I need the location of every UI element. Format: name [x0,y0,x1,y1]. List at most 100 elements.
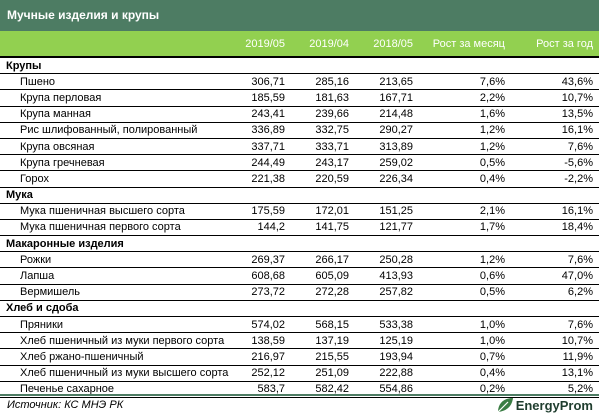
value-cell: 251,09 [291,365,355,382]
table-row: Хлеб ржано-пшеничный 216,97 215,55 193,94 0,… [0,348,599,366]
value-cell: 18,4% [511,219,599,237]
product-name-cell: Лапша [0,267,233,285]
group-row: Макаронные изделия [0,235,599,253]
value-cell: 554,86 [355,381,419,398]
data-table: 2019/05 2019/04 2018/05 Рост за месяц Ро… [0,31,599,398]
value-cell: 221,38 [233,170,291,188]
value-cell: 583,7 [233,381,291,398]
value-cell: 13,5% [511,106,599,123]
product-name-cell: Хлеб пшеничный из муки первого сорта [0,332,233,350]
value-cell: 213,65 [355,73,419,91]
value-cell: 1,2% [419,122,511,139]
group-label: Макаронные изделия [0,235,599,253]
value-cell: 336,89 [233,122,291,139]
value-cell: 333,71 [291,138,355,156]
table-row: Пшено 306,71 285,16 213,65 7,6% 43,6% [0,73,599,91]
value-cell: 0,6% [419,267,511,285]
value-cell: 47,0% [511,267,599,285]
column-header [0,31,233,58]
value-cell: 574,02 [233,316,291,334]
value-cell: 214,48 [355,106,419,123]
value-cell: -5,6% [511,154,599,172]
value-cell: 1,7% [419,219,511,237]
value-cell: 185,59 [233,89,291,107]
leaf-icon [497,398,513,413]
value-cell: 0,2% [419,381,511,398]
group-row: Крупы [0,57,599,75]
product-name-cell: Горох [0,170,233,188]
value-cell: 175,59 [233,203,291,220]
page-title: Мучные изделия и крупы [0,0,599,31]
product-name-cell: Рожки [0,251,233,269]
value-cell: 1,0% [419,316,511,334]
value-cell: 151,25 [355,203,419,220]
value-cell: 7,6% [511,138,599,156]
table-row: Крупа перловая 185,59 181,63 167,71 2,2% 10,7… [0,89,599,107]
value-cell: 6,2% [511,284,599,301]
value-cell: 306,71 [233,73,291,91]
value-cell: 243,41 [233,106,291,123]
value-cell: 0,5% [419,284,511,301]
value-cell: 608,68 [233,267,291,285]
value-cell: 0,4% [419,365,511,382]
value-cell: 216,97 [233,348,291,366]
value-cell: 605,09 [291,267,355,285]
table-row: Рожки 269,37 266,17 250,28 1,2% 7,6% [0,251,599,269]
value-cell: 250,28 [355,251,419,269]
table-row: Вермишель 273,72 272,28 257,82 0,5% 6,2% [0,284,599,301]
table-row: Хлеб пшеничный из муки высшего сорта 252,… [0,365,599,382]
group-label: Хлеб и сдоба [0,300,599,318]
header-row: 2019/05 2019/04 2018/05 Рост за месяц Ро… [0,31,599,58]
table-row: Крупа манная 243,41 239,66 214,48 1,6% 13,5% [0,106,599,123]
value-cell: 257,82 [355,284,419,301]
product-name-cell: Пшено [0,73,233,91]
value-cell: 141,75 [291,219,355,237]
table-row: Крупа гречневая 244,49 243,17 259,02 0,5% -5,… [0,154,599,172]
value-cell: 125,19 [355,332,419,350]
column-header: Рост за месяц [419,31,511,58]
footer-divider [0,394,599,396]
table-row: Мука пшеничная первого сорта 144,2 141,75 1… [0,219,599,237]
value-cell: 252,12 [233,365,291,382]
table-row: Лапша 608,68 605,09 413,93 0,6% 47,0% [0,267,599,285]
value-cell: 226,34 [355,170,419,188]
product-name-cell: Мука пшеничная первого сорта [0,219,233,237]
value-cell: 266,17 [291,251,355,269]
value-cell: 2,1% [419,203,511,220]
group-row: Мука [0,187,599,204]
value-cell: 332,75 [291,122,355,139]
value-cell: 16,1% [511,122,599,139]
group-label: Мука [0,187,599,204]
value-cell: 243,17 [291,154,355,172]
value-cell: 181,63 [291,89,355,107]
value-cell: 244,49 [233,154,291,172]
product-name-cell: Печенье сахарное [0,381,233,398]
group-row: Хлеб и сдоба [0,300,599,318]
column-header: Рост за год [511,31,599,58]
value-cell: 413,93 [355,267,419,285]
table-row: Рис шлифованный, полированный 336,89 332,7… [0,122,599,139]
value-cell: 137,19 [291,332,355,350]
product-name-cell: Крупа перловая [0,89,233,107]
value-cell: 0,7% [419,348,511,366]
value-cell: 193,94 [355,348,419,366]
product-name-cell: Рис шлифованный, полированный [0,122,233,139]
value-cell: 239,66 [291,106,355,123]
table-row: Горох 221,38 220,59 226,34 0,4% -2,2% [0,170,599,188]
value-cell: 269,37 [233,251,291,269]
value-cell: 0,4% [419,170,511,188]
value-cell: 1,0% [419,332,511,350]
product-name-cell: Мука пшеничная высшего сорта [0,203,233,220]
value-cell: 167,71 [355,89,419,107]
value-cell: 285,16 [291,73,355,91]
value-cell: 1,2% [419,251,511,269]
product-name-cell: Хлеб пшеничный из муки высшего сорта [0,365,233,382]
value-cell: 7,6% [419,73,511,91]
source-note: Источник: КС МНЭ РК [7,399,124,411]
product-name-cell: Крупа манная [0,106,233,123]
value-cell: 7,6% [511,251,599,269]
value-cell: 220,59 [291,170,355,188]
product-name-cell: Крупа овсяная [0,138,233,156]
value-cell: 10,7% [511,89,599,107]
value-cell: 222,88 [355,365,419,382]
